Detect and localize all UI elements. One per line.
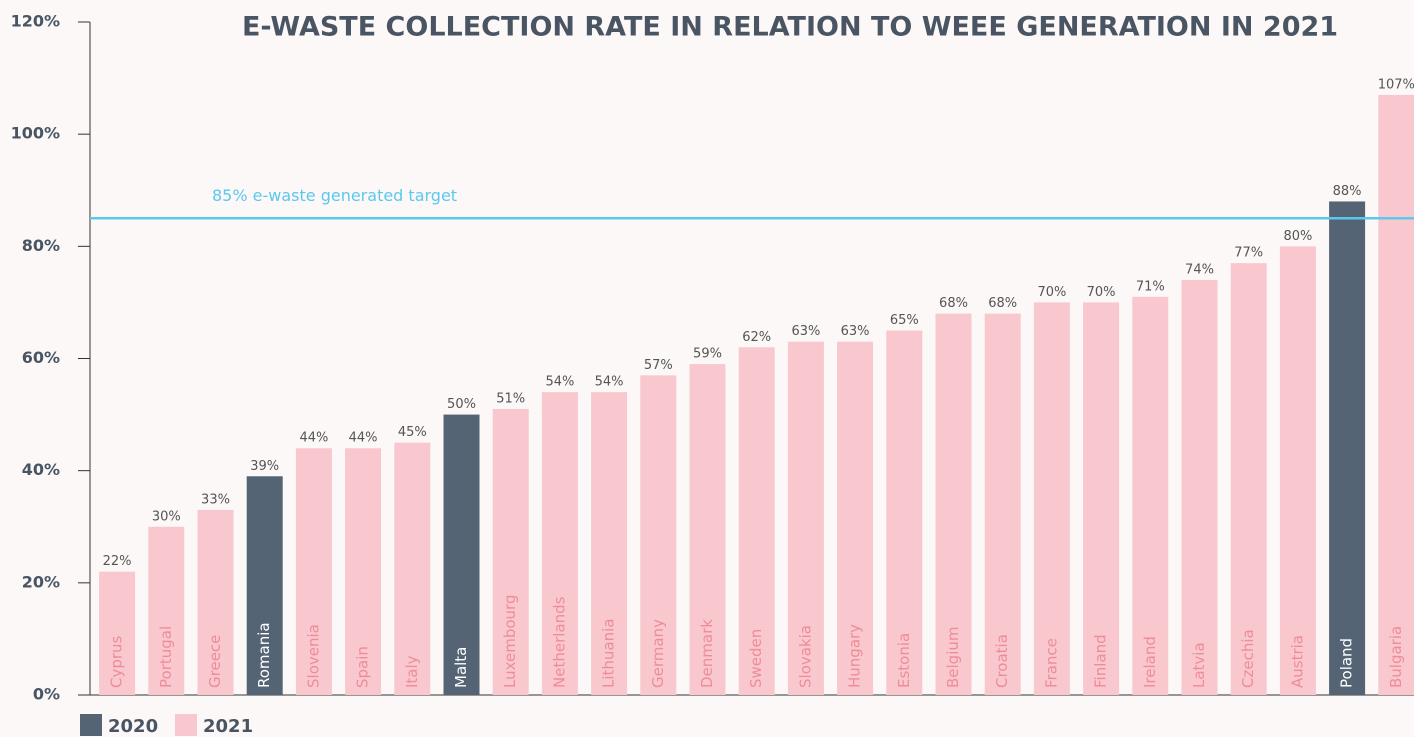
value-label: 107% <box>1378 77 1414 92</box>
value-label: 59% <box>693 347 722 362</box>
value-label: 88% <box>1333 184 1362 199</box>
bar <box>345 448 382 695</box>
legend-label: 2021 <box>203 716 253 737</box>
bar <box>1230 263 1267 695</box>
category-label: Greece <box>206 635 224 688</box>
bar <box>1378 94 1414 696</box>
value-label: 39% <box>250 459 279 474</box>
bar <box>148 526 185 695</box>
legend-swatch <box>80 714 102 736</box>
value-label: 30% <box>152 509 181 524</box>
category-label: Slovenia <box>304 624 322 688</box>
category-label: Sweden <box>747 629 765 688</box>
bar <box>541 392 578 695</box>
category-label: Romania <box>255 622 273 688</box>
category-label: Denmark <box>698 619 716 688</box>
y-tick-label: 40% <box>22 460 60 479</box>
value-label: 51% <box>496 391 525 406</box>
chart-title: E-WASTE COLLECTION RATE IN RELATION TO W… <box>242 12 1338 43</box>
bar <box>689 364 726 695</box>
category-label: Portugal <box>157 626 175 688</box>
value-label: 22% <box>103 554 132 569</box>
y-tick-label: 80% <box>22 236 60 255</box>
category-label: Poland <box>1338 638 1356 688</box>
value-label: 54% <box>595 375 624 390</box>
legend-swatch <box>175 714 197 736</box>
bar <box>197 509 234 695</box>
bar <box>591 392 628 695</box>
value-label: 74% <box>1185 262 1214 277</box>
category-label: Finland <box>1092 634 1110 688</box>
value-label: 57% <box>644 358 673 373</box>
category-label: Czechia <box>1239 629 1257 688</box>
y-tick-label: 100% <box>11 124 60 143</box>
category-label: Latvia <box>1190 642 1208 688</box>
bar <box>738 347 775 695</box>
value-label: 44% <box>349 431 378 446</box>
bar <box>443 414 480 695</box>
y-tick-label: 120% <box>11 12 60 31</box>
value-label: 54% <box>545 375 574 390</box>
category-label: Austria <box>1288 635 1306 688</box>
value-label: 77% <box>1234 246 1263 261</box>
bar <box>99 571 136 695</box>
bar <box>1033 302 1070 695</box>
category-label: Bulgaria <box>1387 626 1405 688</box>
value-label: 71% <box>1136 279 1165 294</box>
target-label: 85% e-waste generated target <box>212 186 457 205</box>
value-label: 50% <box>447 397 476 412</box>
bar <box>787 341 824 695</box>
category-label: France <box>1042 638 1060 688</box>
category-label: Netherlands <box>550 596 568 688</box>
category-label: Belgium <box>944 627 962 689</box>
value-label: 45% <box>398 425 427 440</box>
value-label: 80% <box>1283 229 1312 244</box>
bar <box>246 476 283 695</box>
bar <box>1083 302 1120 695</box>
bar <box>640 375 677 695</box>
category-label: Malta <box>452 647 470 688</box>
bar <box>984 313 1021 695</box>
category-label: Estonia <box>895 633 913 688</box>
value-label: 68% <box>988 296 1017 311</box>
category-label: Italy <box>403 655 421 688</box>
category-label: Spain <box>354 646 372 688</box>
value-label: 70% <box>1037 285 1066 300</box>
value-label: 65% <box>890 313 919 328</box>
category-label: Croatia <box>993 634 1011 688</box>
bar <box>492 408 529 695</box>
value-label: 63% <box>791 324 820 339</box>
category-label: Germany <box>649 619 667 688</box>
category-label: Slovakia <box>796 625 814 688</box>
value-label: 63% <box>841 324 870 339</box>
value-label: 62% <box>742 330 771 345</box>
bar <box>1181 279 1218 695</box>
bar <box>394 442 431 695</box>
bar <box>1329 201 1366 695</box>
category-label: Luxembourg <box>501 595 519 689</box>
category-label: Hungary <box>846 624 864 688</box>
bar <box>1279 246 1316 696</box>
category-label: Lithuania <box>600 619 618 688</box>
y-tick-label: 20% <box>22 572 60 591</box>
category-label: Ireland <box>1141 636 1159 688</box>
bar <box>295 448 332 695</box>
value-label: 33% <box>201 492 230 507</box>
bar <box>935 313 972 695</box>
value-label: 44% <box>299 431 328 446</box>
legend-label: 2020 <box>108 716 158 737</box>
y-tick-label: 60% <box>22 348 60 367</box>
y-tick-label: 0% <box>33 685 60 704</box>
bar <box>837 341 874 695</box>
bar <box>1132 296 1169 695</box>
category-label: Cyprus <box>108 635 126 688</box>
value-label: 68% <box>939 296 968 311</box>
value-label: 70% <box>1087 285 1116 300</box>
bar <box>886 330 923 695</box>
